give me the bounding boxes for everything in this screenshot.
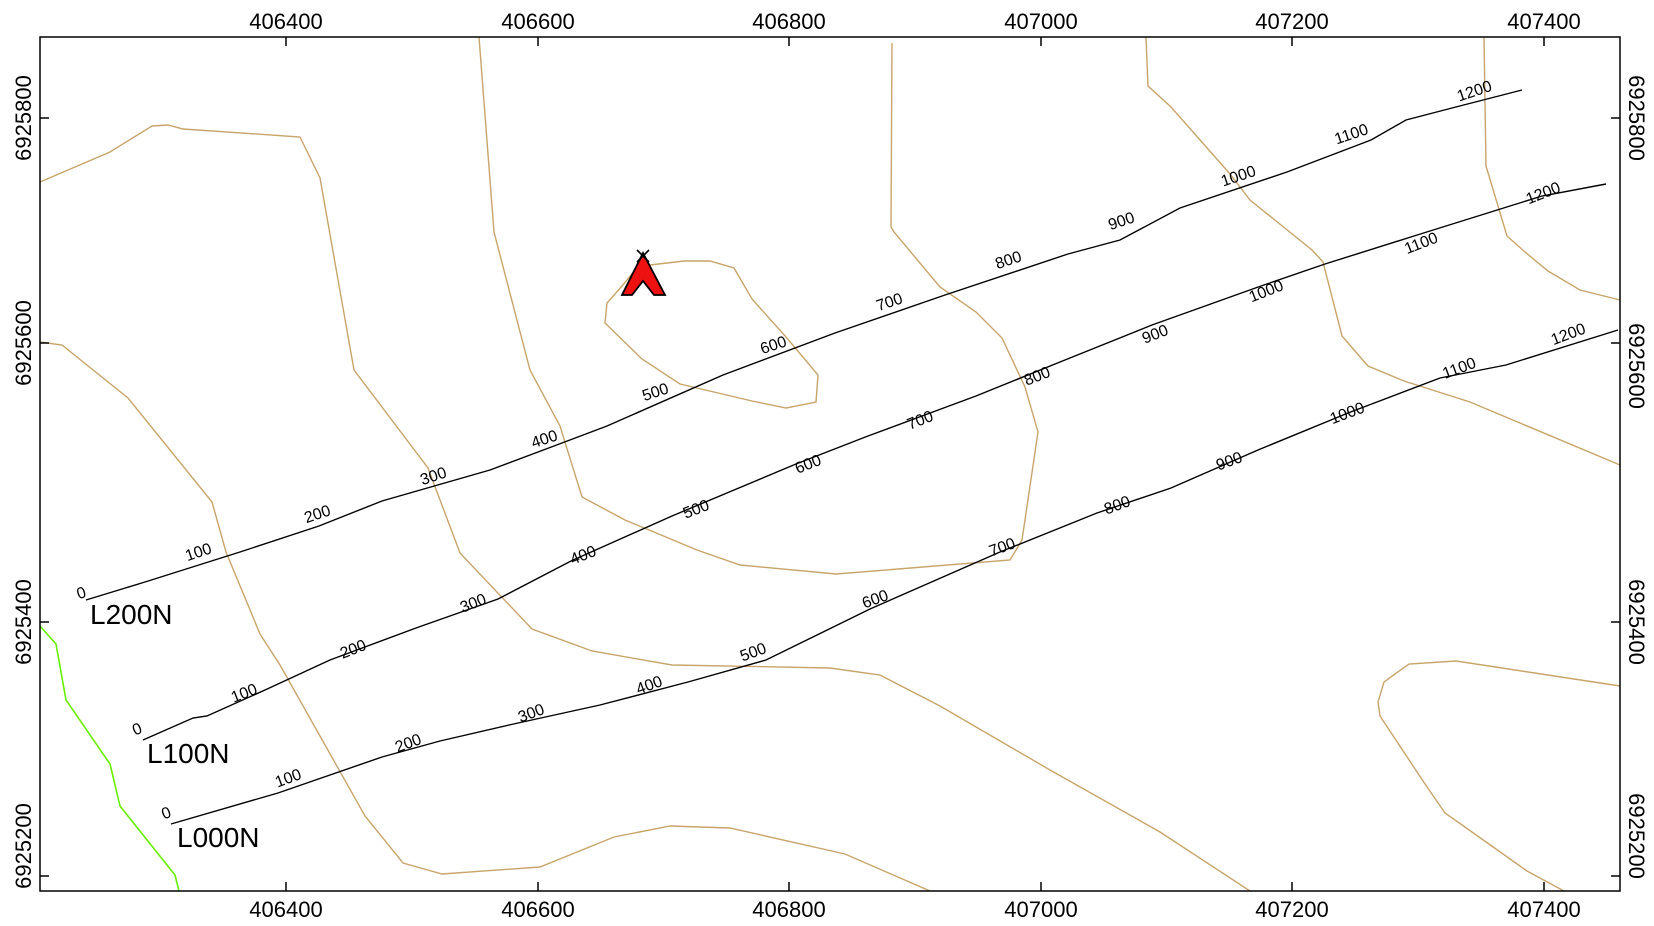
contour-line — [1483, 36, 1621, 301]
x-tick-label: 407000 — [1004, 897, 1077, 922]
y-tick-label: 6925400 — [11, 579, 36, 665]
x-axis-bottom: 406400 406600 406800 407000 407200 40740… — [249, 897, 1580, 922]
contour-line — [478, 36, 1039, 575]
survey-line-l000n — [170, 329, 1619, 825]
x-tick-label: 406800 — [752, 9, 825, 34]
line-name-l200n: L200N — [90, 599, 173, 630]
survey-lines — [85, 89, 1619, 825]
x-tick-label: 407000 — [1004, 9, 1077, 34]
y-tick-label: 6925600 — [1624, 323, 1649, 409]
tick-marks — [40, 37, 1620, 891]
x-tick-label: 406400 — [249, 9, 322, 34]
x-tick-label: 407200 — [1255, 897, 1328, 922]
x-tick-label: 407200 — [1255, 9, 1328, 34]
boundary-line — [39, 625, 180, 892]
y-tick-label: 6925600 — [11, 300, 36, 386]
x-tick-label: 407400 — [1507, 9, 1580, 34]
contour-lines — [39, 36, 1621, 892]
contour-line — [1145, 36, 1621, 466]
survey-line-l200n — [85, 89, 1523, 601]
contour-line — [39, 341, 931, 892]
x-tick-label: 406600 — [501, 897, 574, 922]
y-tick-label: 6925400 — [1624, 579, 1649, 665]
contour-line — [1377, 660, 1621, 892]
x-tick-label: 406600 — [501, 9, 574, 34]
map-frame — [39, 36, 1621, 892]
x-tick-label: 406800 — [752, 897, 825, 922]
line-name-l100n: L100N — [147, 738, 230, 769]
camp-tent-icon — [620, 249, 667, 296]
contour-line — [39, 124, 1251, 892]
x-axis-top: 406400 406600 406800 407000 407200 40740… — [249, 9, 1580, 34]
y-tick-label: 6925200 — [1624, 793, 1649, 879]
x-tick-label: 406400 — [249, 897, 322, 922]
y-tick-label: 6925800 — [11, 75, 36, 161]
y-axis-right: 6925800 6925600 6925400 6925200 — [1624, 75, 1649, 879]
survey-line-l100n — [142, 183, 1607, 741]
x-tick-label: 407400 — [1507, 897, 1580, 922]
y-tick-label: 6925200 — [11, 803, 36, 889]
y-tick-label: 6925800 — [1624, 75, 1649, 161]
y-axis-left: 6925800 6925600 6925400 6925200 — [11, 75, 36, 889]
line-name-l000n: L000N — [177, 822, 260, 853]
